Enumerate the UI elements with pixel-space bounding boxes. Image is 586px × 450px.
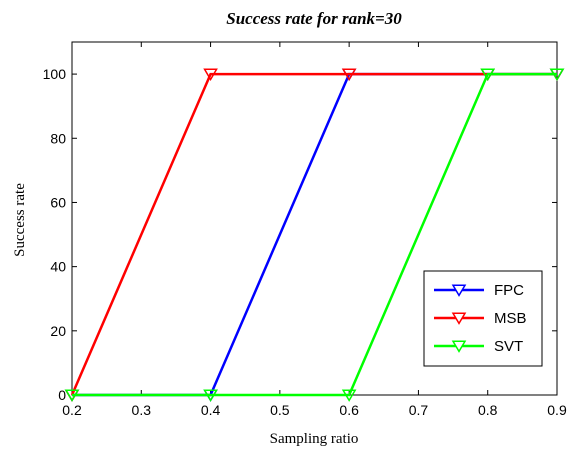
data-point-svt <box>549 68 565 81</box>
legend-marker-svt <box>451 340 467 353</box>
legend-label-svt: SVT <box>494 338 523 355</box>
y-tick-label: 40 <box>50 259 66 275</box>
series-layer <box>64 68 565 402</box>
series-svt <box>64 68 565 402</box>
data-point-msb <box>341 68 357 81</box>
legend-item-fpc: FPC <box>434 282 524 299</box>
x-tick-label: 0.9 <box>547 402 567 418</box>
data-point-svt <box>203 389 218 402</box>
data-point-svt <box>341 389 357 402</box>
legend-marker-fpc <box>451 284 467 297</box>
x-tick-label: 0.3 <box>132 402 152 418</box>
data-point-svt <box>64 389 80 402</box>
x-axis-label: Sampling ratio <box>270 431 359 447</box>
legend: FPC MSB SVT <box>423 270 543 367</box>
y-axis-label: Success rate <box>12 183 28 257</box>
series-line-svt <box>72 72 557 397</box>
x-tick-label: 0.2 <box>62 402 82 418</box>
legend-item-msb: MSB <box>434 310 527 327</box>
x-tick-label: 0.7 <box>409 402 429 418</box>
axis-ticks: 0.2 0.3 0.4 0.5 0.6 0.7 0.8 0.9 0 20 40 60 80 100 <box>43 42 567 418</box>
legend-label-fpc: FPC <box>494 282 524 299</box>
chart-title: Success rate for rank=30 <box>226 9 402 28</box>
legend-item-svt: SVT <box>434 338 523 355</box>
y-tick-label: 60 <box>50 194 66 210</box>
y-tick-label: 20 <box>50 323 66 339</box>
legend-marker-msb <box>451 312 467 325</box>
y-tick-label: 100 <box>43 66 67 82</box>
legend-label-msb: MSB <box>494 310 527 327</box>
data-point-svt <box>480 68 496 81</box>
x-tick-label: 0.6 <box>339 402 359 418</box>
data-point-msb <box>203 68 218 81</box>
x-tick-label: 0.8 <box>478 402 498 418</box>
y-tick-label: 80 <box>50 130 66 146</box>
x-tick-label: 0.5 <box>270 402 290 418</box>
y-tick-label: 0 <box>58 387 66 403</box>
x-tick-label: 0.4 <box>201 402 221 418</box>
